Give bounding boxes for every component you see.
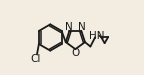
Text: N: N (78, 22, 86, 32)
Text: N: N (65, 22, 73, 32)
Text: O: O (71, 47, 79, 58)
Text: HN: HN (89, 31, 105, 41)
Text: Cl: Cl (31, 54, 41, 64)
